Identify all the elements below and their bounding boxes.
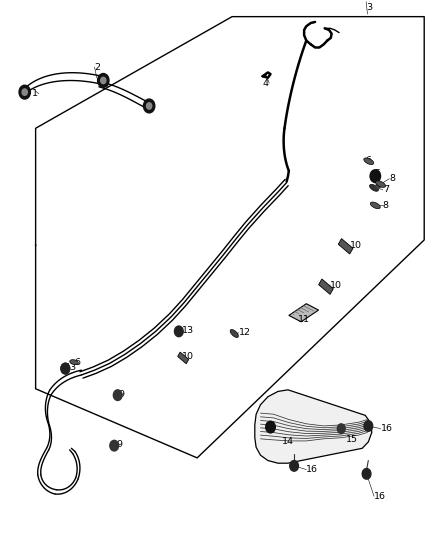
Text: 11: 11 <box>297 315 310 324</box>
Ellipse shape <box>370 184 378 191</box>
Circle shape <box>101 77 106 84</box>
Circle shape <box>362 469 371 479</box>
Circle shape <box>19 85 30 99</box>
Text: 16: 16 <box>381 424 392 433</box>
Text: 16: 16 <box>374 491 386 500</box>
Ellipse shape <box>375 181 385 188</box>
Text: 10: 10 <box>330 280 343 289</box>
Circle shape <box>266 421 276 433</box>
Text: 8: 8 <box>383 201 389 210</box>
Circle shape <box>147 103 152 109</box>
Text: 5: 5 <box>374 169 380 178</box>
Text: 2: 2 <box>95 63 101 71</box>
Circle shape <box>110 440 119 451</box>
Circle shape <box>174 326 183 337</box>
Circle shape <box>61 364 70 374</box>
Circle shape <box>98 74 109 87</box>
Ellipse shape <box>230 329 238 337</box>
Text: 9: 9 <box>119 390 124 399</box>
Circle shape <box>61 364 70 374</box>
Text: 7: 7 <box>383 185 389 194</box>
Text: 12: 12 <box>239 328 251 337</box>
Polygon shape <box>255 390 372 463</box>
Text: 1: 1 <box>32 89 38 98</box>
Circle shape <box>144 99 155 113</box>
Text: 16: 16 <box>306 465 318 474</box>
Text: 14: 14 <box>283 438 294 447</box>
Circle shape <box>376 183 381 188</box>
Ellipse shape <box>364 158 374 165</box>
Text: 13: 13 <box>65 363 78 372</box>
Text: 3: 3 <box>366 3 372 12</box>
Text: 13: 13 <box>182 326 194 335</box>
Text: 9: 9 <box>117 440 122 449</box>
Ellipse shape <box>370 202 380 209</box>
Text: 4: 4 <box>263 78 268 87</box>
Text: 10: 10 <box>350 241 362 250</box>
Circle shape <box>113 390 122 400</box>
Text: 6: 6 <box>74 358 80 367</box>
Text: 10: 10 <box>182 352 194 361</box>
Circle shape <box>22 89 27 95</box>
Ellipse shape <box>70 360 78 365</box>
Polygon shape <box>289 304 318 322</box>
Circle shape <box>337 424 345 433</box>
Bar <box>178 352 189 364</box>
Bar <box>318 279 333 294</box>
Bar <box>338 239 353 254</box>
Text: 6: 6 <box>365 156 371 165</box>
Circle shape <box>364 421 373 431</box>
Text: 15: 15 <box>346 435 357 444</box>
Circle shape <box>290 461 298 471</box>
Text: 8: 8 <box>389 174 395 183</box>
Circle shape <box>370 169 381 182</box>
